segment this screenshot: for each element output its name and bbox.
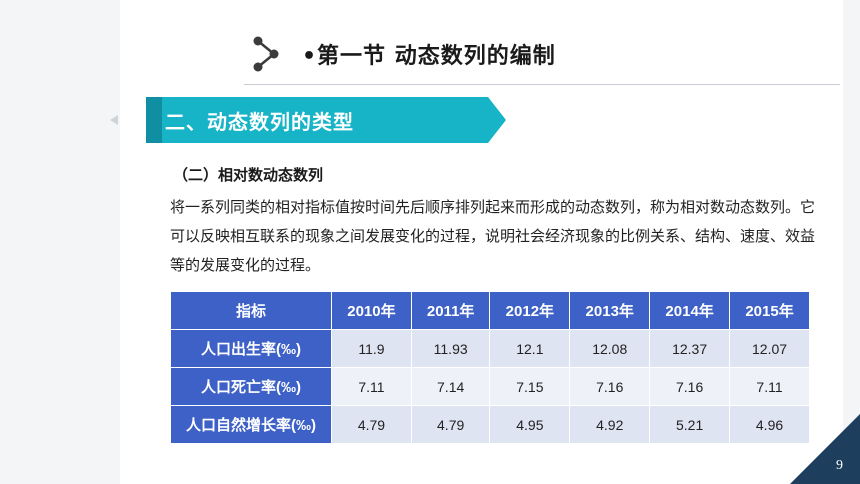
share-nodes-icon [253, 36, 279, 72]
right-margin-panel [843, 0, 860, 484]
table-cell: 12.37 [649, 329, 731, 368]
table-cell: 7.15 [489, 367, 571, 406]
table-cell: 7.11 [331, 367, 412, 406]
header-cell-year: 2011年 [410, 291, 491, 330]
row-label: 人口出生率(‰) [170, 329, 332, 368]
table-cell: 11.9 [331, 329, 412, 368]
header-cell-year: 2010年 [331, 291, 412, 330]
header-cell-year: 2013年 [569, 291, 651, 330]
page-title: •第一节 动态数列的编制 [302, 44, 556, 69]
table-cell: 7.16 [569, 367, 651, 406]
table-cell: 4.92 [569, 405, 651, 444]
header-divider [244, 84, 840, 85]
data-table: 指标 2010年 2011年 2012年 2013年 2014年 2015年 人… [170, 291, 810, 444]
header-cell-year: 2015年 [729, 291, 810, 330]
table-cell: 7.11 [729, 367, 810, 406]
table-row: 人口自然增长率(‰) 4.79 4.79 4.95 4.92 5.21 4.96 [170, 405, 810, 444]
subsection-heading: （二）相对数动态数列 [173, 166, 324, 184]
table-cell: 5.21 [649, 405, 731, 444]
row-label: 人口自然增长率(‰) [170, 405, 332, 444]
left-margin-panel [0, 0, 120, 484]
caret-left-icon [110, 115, 118, 125]
header-cell-year: 2012年 [489, 291, 571, 330]
table-cell: 4.79 [410, 405, 491, 444]
section-title: 二、动态数列的类型 [165, 110, 354, 134]
table-cell: 4.96 [729, 405, 810, 444]
page-number: 9 [836, 458, 843, 473]
table-cell: 4.95 [489, 405, 571, 444]
table-cell: 12.08 [569, 329, 651, 368]
table-cell: 7.14 [410, 367, 491, 406]
body-paragraph: 将一系列同类的相对指标值按时间先后顺序排列起来而形成的动态数列，称为相对数动态数… [170, 198, 816, 274]
section-ribbon [146, 97, 506, 143]
table-row: 人口出生率(‰) 11.9 11.93 12.1 12.08 12.37 12.… [170, 329, 810, 368]
table-row: 人口死亡率(‰) 7.11 7.14 7.15 7.16 7.16 7.11 [170, 367, 810, 406]
ribbon-accent [146, 97, 162, 143]
row-label: 人口死亡率(‰) [170, 367, 332, 406]
table-cell: 4.79 [331, 405, 412, 444]
table-cell: 7.16 [649, 367, 731, 406]
header-cell-year: 2014年 [649, 291, 731, 330]
header-cell-indicator: 指标 [170, 291, 332, 330]
table-cell: 12.07 [729, 329, 810, 368]
table-header-row: 指标 2010年 2011年 2012年 2013年 2014年 2015年 [170, 291, 810, 330]
table-cell: 12.1 [489, 329, 571, 368]
table-cell: 11.93 [410, 329, 491, 368]
